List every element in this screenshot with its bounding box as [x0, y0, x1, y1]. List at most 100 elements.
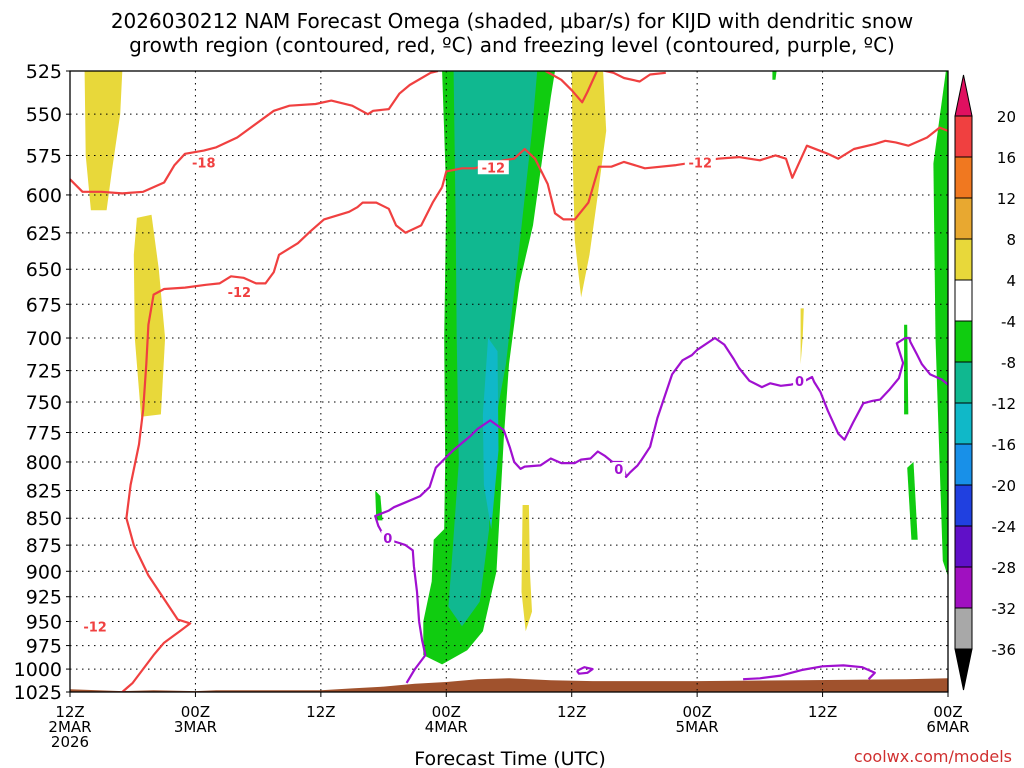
contour-label: 0	[795, 375, 804, 390]
y-tick-label: 675	[26, 294, 62, 316]
omega-region-downward-motion-5	[800, 308, 804, 365]
x-tick-label: 12Z	[808, 703, 837, 721]
omega-region-upward-motion-late	[933, 71, 948, 577]
x-tick-label: 12Z	[557, 703, 586, 721]
x-tick-label: 6MAR	[926, 718, 969, 736]
chart-title-line1: 2026030212 NAM Forecast Omega (shaded, µ…	[111, 9, 913, 33]
contour-label: 0	[614, 463, 623, 478]
colorbar-segment	[954, 443, 973, 486]
x-tick-label: 3MAR	[174, 718, 217, 736]
x-tick-label: 2MAR	[48, 718, 91, 736]
x-tick-label: 00Z	[933, 703, 962, 721]
contour-label-bg	[79, 619, 111, 634]
ground-surface	[70, 678, 948, 692]
colorbar-segment	[954, 197, 973, 240]
y-tick-label: 900	[26, 561, 62, 583]
y-tick-label: 975	[26, 636, 62, 658]
x-tick-label: 00Z	[682, 703, 711, 721]
chart-title-line2: growth region (contoured, red, ºC) and f…	[129, 33, 895, 57]
colorbar-segment	[954, 238, 973, 281]
contour-label-bg	[188, 155, 220, 170]
colorbar-label: -12	[992, 395, 1017, 413]
y-tick-label: 1000	[14, 659, 62, 681]
colorbar-label: -8	[1001, 354, 1016, 372]
dendritic-red-contour-1	[545, 71, 666, 104]
colorbar-label: -36	[992, 641, 1017, 659]
colorbar-label: -16	[992, 436, 1017, 454]
colorbar-label: 8	[1006, 231, 1016, 249]
colorbar-label: -24	[992, 518, 1017, 536]
colorbar-segment	[954, 607, 973, 650]
colorbar-label: 20	[997, 108, 1016, 126]
colorbar-segment	[954, 648, 973, 691]
y-tick-label: 700	[26, 328, 62, 350]
omega-region-downward-motion-3	[571, 71, 607, 298]
contour-label-bg	[793, 374, 807, 389]
colorbar-segment	[954, 566, 973, 609]
contour-label: -12	[228, 286, 252, 301]
y-tick-label: 950	[26, 611, 62, 633]
colorbar-segment	[954, 402, 973, 445]
contour-label-bg	[381, 530, 395, 545]
y-tick-label: 525	[26, 61, 62, 83]
dendritic-red-contour-2	[441, 126, 948, 221]
colorbar: 20 16 12 8 4 -4 -8 -12 -16 -20 -24 -28 -32 -36	[954, 74, 1017, 691]
y-tick-label: 550	[26, 104, 62, 126]
x-tick-label: 5MAR	[676, 718, 719, 736]
colorbar-label: -28	[992, 559, 1017, 577]
axes: 525 550 575 600 625 650 675 700 725 750 775 800 825 8…	[14, 61, 970, 751]
y-tick-label: 750	[26, 392, 62, 414]
colorbar-label: 16	[997, 149, 1016, 167]
x-tick-label: 2026	[51, 733, 89, 751]
omega-region-upward-motion-top	[772, 71, 777, 80]
colorbar-label: -32	[992, 600, 1017, 618]
colorbar-segment	[954, 525, 973, 568]
x-tick-label: 00Z	[432, 703, 461, 721]
y-tick-label: 575	[26, 145, 62, 167]
y-tick-label: 850	[26, 508, 62, 530]
contour-label-bg	[612, 462, 626, 477]
contour-label: -12	[83, 620, 107, 635]
plot-area: -18 -12 -12 -12 -12 0 0 0	[70, 71, 948, 692]
x-tick-label: 12Z	[306, 703, 335, 721]
y-tick-label: 725	[26, 361, 62, 383]
colorbar-label: -20	[992, 477, 1017, 495]
colorbar-segment	[954, 361, 973, 404]
freezing-purple-contour-2	[576, 666, 594, 675]
omega-region-upward-motion-inner	[482, 338, 499, 530]
y-tick-label: 875	[26, 535, 62, 557]
plot-content: -18 -12 -12 -12 -12 0 0 0	[70, 71, 948, 692]
colorbar-label: 4	[1006, 272, 1016, 290]
contour-label-bg	[477, 160, 509, 175]
freezing-purple-contour-1	[743, 664, 876, 681]
x-tick-label: 00Z	[181, 703, 210, 721]
colorbar-segment	[954, 320, 973, 363]
y-tick-label: 800	[26, 452, 62, 474]
contour-label: -12	[689, 156, 713, 171]
y-tick-label: 650	[26, 259, 62, 281]
freezing-purple-contour-0	[374, 336, 948, 684]
contour-label: -18	[192, 156, 216, 171]
y-tick-label: 1025	[14, 682, 62, 704]
x-axis-label: Forecast Time (UTC)	[414, 748, 605, 768]
contour-label-bg	[223, 285, 255, 300]
colorbar-segment	[954, 156, 973, 199]
plot-frame	[69, 70, 949, 693]
y-tick-label: 775	[26, 422, 62, 444]
credit-text: coolwx.com/models	[854, 747, 1012, 766]
colorbar-segment	[954, 115, 973, 158]
x-tick-label: 4MAR	[425, 718, 468, 736]
dendritic-red-contour-0	[70, 71, 439, 195]
y-tick-label: 825	[26, 481, 62, 503]
colorbar-label: -4	[1001, 313, 1016, 331]
contour-label: 0	[383, 532, 392, 547]
omega-region-downward-motion-1	[84, 71, 123, 211]
omega-region-upward-motion-late-small	[904, 324, 909, 415]
colorbar-segment	[954, 279, 973, 322]
omega-region-downward-motion-4	[521, 505, 532, 632]
contour-label: -12	[482, 161, 506, 176]
x-tick-label: 12Z	[55, 703, 84, 721]
omega-region-upward-motion-late-strip	[907, 462, 918, 540]
colorbar-label: 12	[997, 190, 1016, 208]
